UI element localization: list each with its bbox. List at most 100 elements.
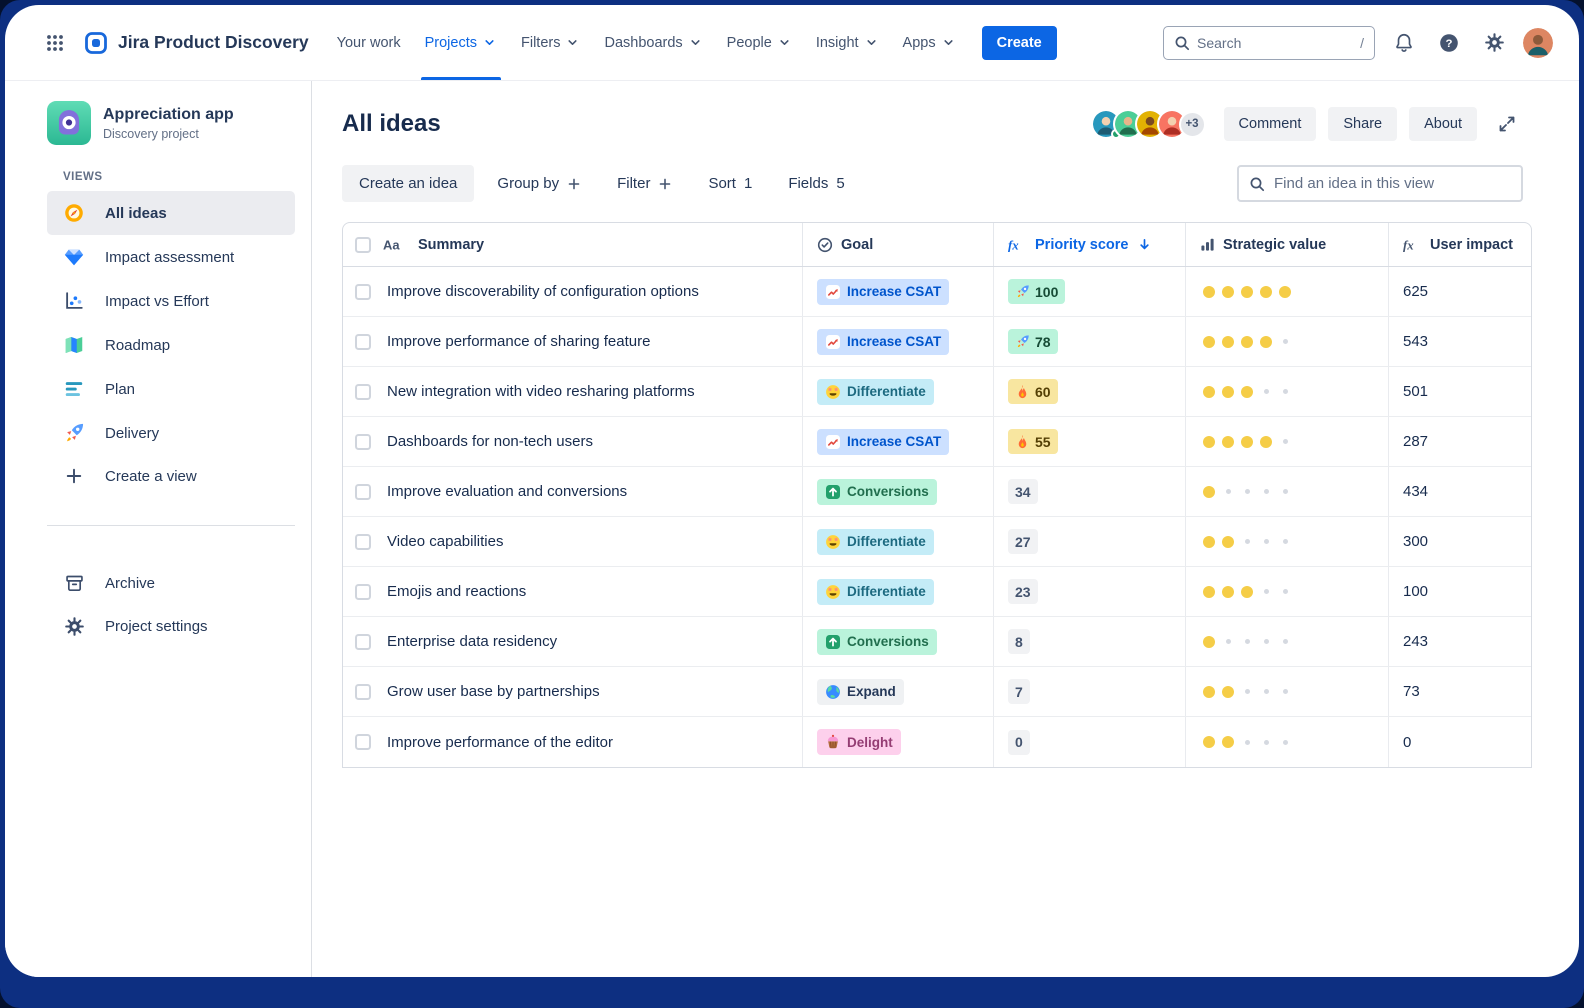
sidebar-item-archive[interactable]: Archive bbox=[47, 562, 295, 605]
nav-item-apps[interactable]: Apps bbox=[891, 5, 968, 80]
summary-cell[interactable]: Grow user base by partnerships bbox=[343, 667, 802, 716]
user-impact-cell[interactable]: 0 bbox=[1388, 717, 1531, 767]
row-checkbox[interactable] bbox=[355, 633, 371, 650]
nav-item-projects[interactable]: Projects bbox=[413, 5, 509, 80]
sidebar-item-delivery[interactable]: Delivery bbox=[47, 411, 295, 455]
priority-score-cell[interactable]: 34 bbox=[993, 467, 1185, 516]
nav-item-filters[interactable]: Filters bbox=[509, 5, 592, 80]
strategic-value-cell[interactable] bbox=[1185, 617, 1388, 666]
row-checkbox[interactable] bbox=[355, 333, 371, 350]
user-impact-cell[interactable]: 543 bbox=[1388, 317, 1531, 366]
user-impact-cell[interactable]: 287 bbox=[1388, 417, 1531, 466]
share-button[interactable]: Share bbox=[1328, 107, 1398, 141]
strategic-value-cell[interactable] bbox=[1185, 417, 1388, 466]
column-header-user-impact[interactable]: fx User impact bbox=[1388, 223, 1531, 266]
nav-item-dashboards[interactable]: Dashboards bbox=[592, 5, 714, 80]
goal-chip[interactable]: Increase CSAT bbox=[817, 428, 950, 455]
user-impact-cell[interactable]: 243 bbox=[1388, 617, 1531, 666]
summary-cell[interactable]: Enterprise data residency bbox=[343, 617, 802, 666]
user-avatar[interactable] bbox=[1523, 27, 1553, 58]
find-idea-search[interactable] bbox=[1237, 165, 1523, 202]
settings-gear-icon[interactable] bbox=[1478, 27, 1510, 59]
goal-cell[interactable]: Increase CSAT bbox=[802, 317, 993, 366]
goal-cell[interactable]: Delight bbox=[802, 717, 993, 767]
help-icon[interactable]: ? bbox=[1433, 27, 1465, 59]
strategic-value-cell[interactable] bbox=[1185, 367, 1388, 416]
comment-button[interactable]: Comment bbox=[1223, 107, 1317, 141]
row-checkbox[interactable] bbox=[355, 583, 371, 600]
row-checkbox[interactable] bbox=[355, 383, 371, 400]
row-checkbox[interactable] bbox=[355, 483, 371, 500]
find-idea-input[interactable] bbox=[1274, 175, 1511, 192]
brand[interactable]: Jira Product Discovery bbox=[83, 27, 309, 59]
about-button[interactable]: About bbox=[1409, 107, 1477, 141]
row-checkbox[interactable] bbox=[355, 533, 371, 550]
row-checkbox[interactable] bbox=[355, 683, 371, 700]
summary-cell[interactable]: Improve discoverability of configuration… bbox=[343, 267, 802, 316]
nav-item-your-work[interactable]: Your work bbox=[325, 5, 413, 80]
strategic-value-cell[interactable] bbox=[1185, 317, 1388, 366]
goal-chip[interactable]: Increase CSAT bbox=[817, 328, 950, 355]
priority-score-cell[interactable]: 8 bbox=[993, 617, 1185, 666]
summary-cell[interactable]: Video capabilities bbox=[343, 517, 802, 566]
sidebar-item-create-a-view[interactable]: Create a view bbox=[47, 455, 295, 497]
summary-cell[interactable]: Improve evaluation and conversions bbox=[343, 467, 802, 516]
row-checkbox[interactable] bbox=[355, 433, 371, 450]
select-all-checkbox[interactable] bbox=[355, 236, 371, 253]
row-checkbox[interactable] bbox=[355, 734, 371, 750]
user-impact-cell[interactable]: 100 bbox=[1388, 567, 1531, 616]
sidebar-item-impact-assessment[interactable]: Impact assessment bbox=[47, 235, 295, 279]
filter-button[interactable]: Filter bbox=[604, 167, 685, 200]
goal-chip[interactable]: Conversions bbox=[817, 478, 937, 505]
row-checkbox[interactable] bbox=[355, 283, 371, 300]
fullscreen-expand-icon[interactable] bbox=[1491, 108, 1523, 140]
user-impact-cell[interactable]: 501 bbox=[1388, 367, 1531, 416]
strategic-value-cell[interactable] bbox=[1185, 667, 1388, 716]
sidebar-item-all-ideas[interactable]: All ideas bbox=[47, 191, 295, 235]
goal-cell[interactable]: Conversions bbox=[802, 617, 993, 666]
avatar-overflow-count[interactable]: +3 bbox=[1178, 110, 1206, 138]
notifications-bell-icon[interactable] bbox=[1388, 27, 1420, 59]
priority-score-cell[interactable]: 27 bbox=[993, 517, 1185, 566]
nav-item-people[interactable]: People bbox=[715, 5, 804, 80]
fields-button[interactable]: Fields 5 bbox=[775, 167, 857, 200]
user-impact-cell[interactable]: 434 bbox=[1388, 467, 1531, 516]
goal-chip[interactable]: Increase CSAT bbox=[817, 278, 950, 305]
column-header-summary[interactable]: Aa Summary bbox=[343, 223, 802, 266]
project-header[interactable]: Appreciation app Discovery project bbox=[47, 101, 295, 145]
priority-score-cell[interactable]: 7 bbox=[993, 667, 1185, 716]
strategic-value-cell[interactable] bbox=[1185, 517, 1388, 566]
column-header-priority-score[interactable]: fx Priority score bbox=[993, 223, 1185, 266]
goal-cell[interactable]: Conversions bbox=[802, 467, 993, 516]
summary-cell[interactable]: New integration with video resharing pla… bbox=[343, 367, 802, 416]
goal-cell[interactable]: Differentiate bbox=[802, 367, 993, 416]
strategic-value-cell[interactable] bbox=[1185, 467, 1388, 516]
priority-score-cell[interactable]: 100 bbox=[993, 267, 1185, 316]
user-impact-cell[interactable]: 300 bbox=[1388, 517, 1531, 566]
goal-chip[interactable]: Delight bbox=[817, 729, 901, 755]
sidebar-item-project-settings[interactable]: Project settings bbox=[47, 605, 295, 648]
column-header-strategic-value[interactable]: Strategic value bbox=[1185, 223, 1388, 266]
goal-cell[interactable]: Differentiate bbox=[802, 517, 993, 566]
nav-item-insight[interactable]: Insight bbox=[804, 5, 891, 80]
priority-score-cell[interactable]: 55 bbox=[993, 417, 1185, 466]
user-impact-cell[interactable]: 625 bbox=[1388, 267, 1531, 316]
summary-cell[interactable]: Improve performance of sharing feature bbox=[343, 317, 802, 366]
create-button[interactable]: Create bbox=[981, 25, 1057, 60]
group-by-button[interactable]: Group by bbox=[484, 167, 594, 200]
goal-chip[interactable]: Differentiate bbox=[817, 378, 934, 405]
strategic-value-cell[interactable] bbox=[1185, 717, 1388, 767]
sidebar-item-impact-vs-effort[interactable]: Impact vs Effort bbox=[47, 279, 295, 323]
goal-chip[interactable]: Differentiate bbox=[817, 528, 934, 555]
priority-score-cell[interactable]: 23 bbox=[993, 567, 1185, 616]
goal-cell[interactable]: Expand bbox=[802, 667, 993, 716]
sidebar-item-roadmap[interactable]: Roadmap bbox=[47, 323, 295, 367]
goal-chip[interactable]: Expand bbox=[817, 678, 904, 705]
sidebar-item-plan[interactable]: Plan bbox=[47, 367, 295, 411]
goal-cell[interactable]: Differentiate bbox=[802, 567, 993, 616]
app-switcher-icon[interactable] bbox=[39, 27, 71, 59]
strategic-value-cell[interactable] bbox=[1185, 267, 1388, 316]
strategic-value-cell[interactable] bbox=[1185, 567, 1388, 616]
sort-button[interactable]: Sort 1 bbox=[695, 167, 765, 200]
summary-cell[interactable]: Emojis and reactions bbox=[343, 567, 802, 616]
